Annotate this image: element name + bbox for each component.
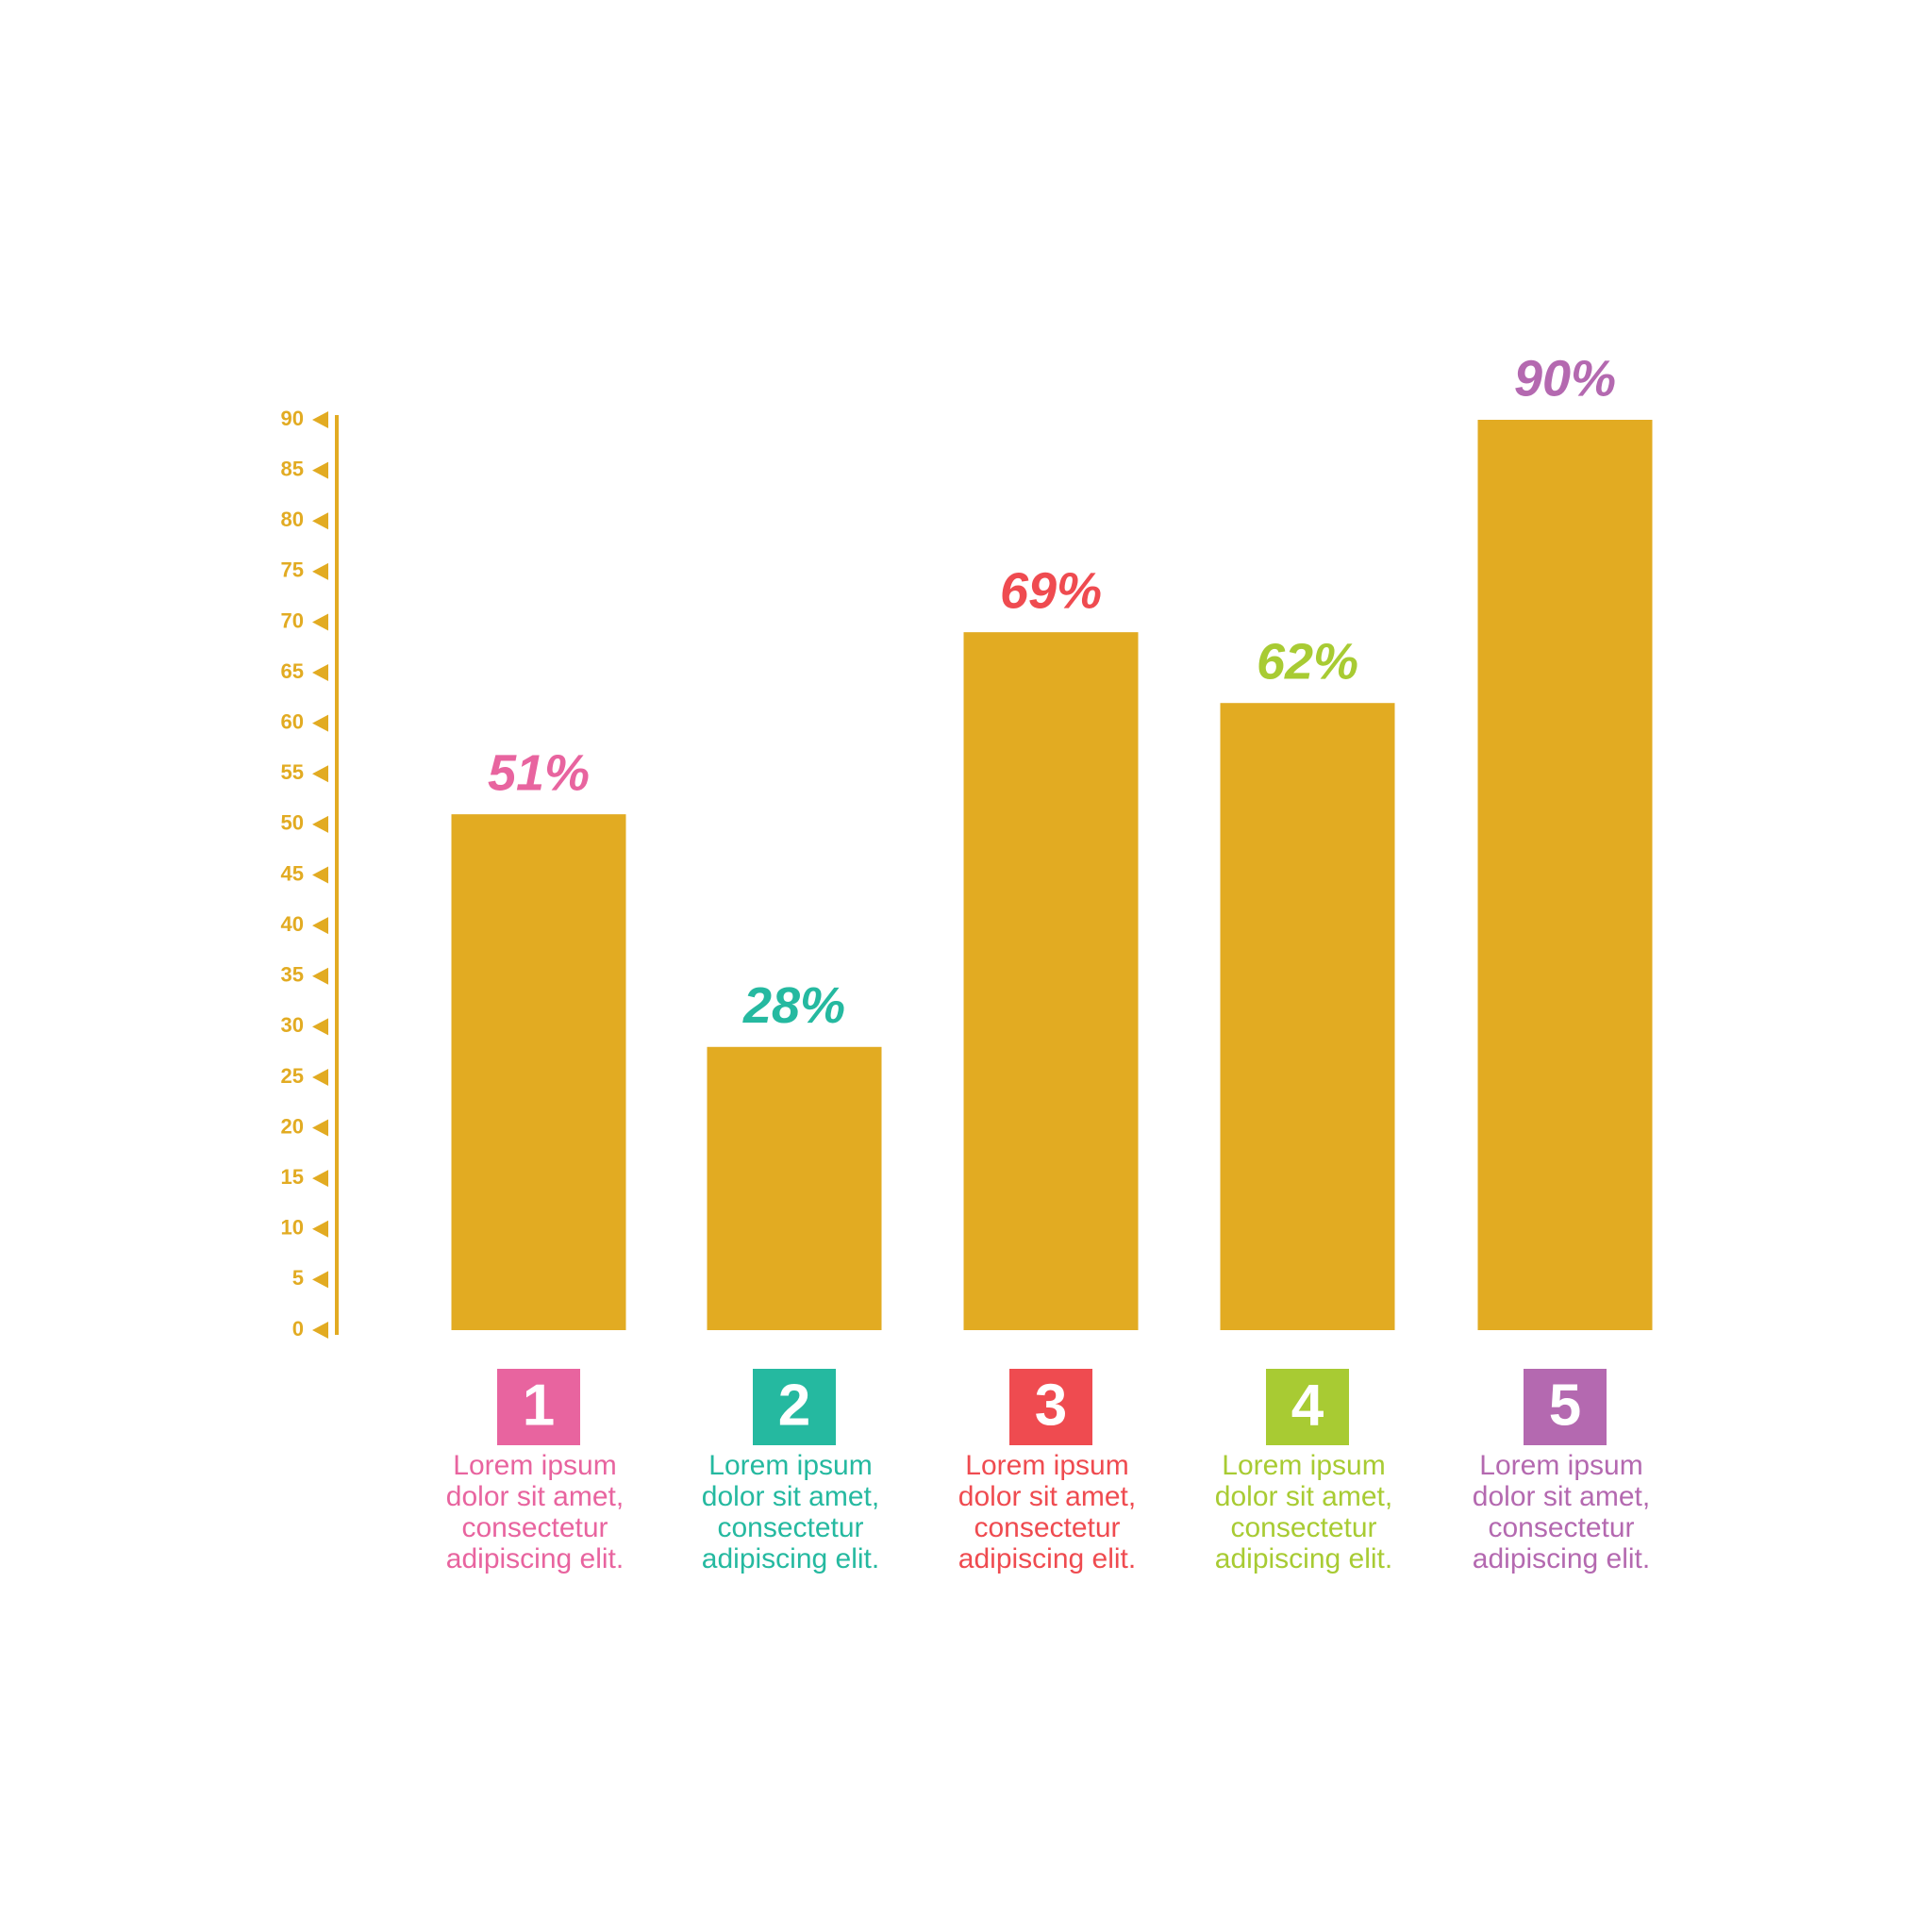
category-description: Lorem ipsum bbox=[708, 1450, 872, 1481]
value-label: 62% bbox=[1257, 633, 1358, 690]
category-description: consectetur bbox=[974, 1512, 1120, 1543]
value-label: 28% bbox=[742, 977, 845, 1034]
category-badge bbox=[1524, 1369, 1607, 1445]
y-tick-label: 25 bbox=[281, 1064, 304, 1088]
tick-mark bbox=[312, 1018, 328, 1036]
tick-mark bbox=[312, 1220, 328, 1238]
y-tick-label: 5 bbox=[292, 1266, 304, 1290]
category-description: consectetur bbox=[461, 1512, 608, 1543]
tick-mark bbox=[312, 461, 328, 479]
tick-mark bbox=[312, 917, 328, 935]
tick-mark bbox=[312, 562, 328, 580]
category-description: dolor sit amet, bbox=[702, 1481, 879, 1512]
bar bbox=[707, 1046, 882, 1330]
x-tick-label: 2 bbox=[778, 1373, 810, 1438]
tick-mark bbox=[312, 714, 328, 732]
tick-mark bbox=[312, 411, 328, 428]
bar bbox=[1477, 420, 1653, 1330]
category-description: adipiscing elit. bbox=[958, 1543, 1136, 1574]
tick-mark bbox=[312, 866, 328, 884]
value-label: 90% bbox=[1514, 350, 1616, 407]
y-tick-label: 75 bbox=[281, 558, 304, 582]
category-description: consectetur bbox=[1230, 1512, 1376, 1543]
y-tick-label: 15 bbox=[281, 1165, 304, 1189]
tick-mark bbox=[312, 664, 328, 682]
value-label: 51% bbox=[488, 744, 590, 801]
category-description: dolor sit amet, bbox=[446, 1481, 624, 1512]
category-description: consectetur bbox=[717, 1512, 863, 1543]
category-badge bbox=[497, 1369, 580, 1445]
category-badge bbox=[1266, 1369, 1349, 1445]
x-tick-label: 3 bbox=[1035, 1373, 1067, 1438]
category-description: adipiscing elit. bbox=[702, 1543, 879, 1574]
y-tick-label: 10 bbox=[281, 1216, 304, 1240]
bar bbox=[451, 814, 626, 1330]
y-tick-label: 0 bbox=[292, 1317, 304, 1341]
category-badge bbox=[753, 1369, 836, 1445]
y-tick-label: 20 bbox=[281, 1114, 304, 1138]
y-tick-label: 60 bbox=[281, 709, 304, 733]
category-description: adipiscing elit. bbox=[1473, 1543, 1650, 1574]
y-tick-label: 40 bbox=[281, 912, 304, 936]
y-tick-label: 30 bbox=[281, 1013, 304, 1037]
y-tick-label: 70 bbox=[281, 608, 304, 632]
category-description: consectetur bbox=[1488, 1512, 1634, 1543]
category-description: dolor sit amet, bbox=[1215, 1481, 1392, 1512]
category-badge bbox=[1009, 1369, 1092, 1445]
category-description: Lorem ipsum bbox=[453, 1450, 616, 1481]
x-tick-label: 1 bbox=[523, 1373, 555, 1438]
category-description: Lorem ipsum bbox=[1222, 1450, 1385, 1481]
y-tick-label: 35 bbox=[281, 963, 304, 987]
y-tick-label: 45 bbox=[281, 861, 304, 885]
tick-mark bbox=[312, 967, 328, 985]
y-tick-label: 65 bbox=[281, 659, 304, 683]
bar bbox=[963, 632, 1139, 1330]
x-tick-label: 4 bbox=[1291, 1373, 1324, 1438]
tick-mark bbox=[312, 1119, 328, 1137]
category-description: dolor sit amet, bbox=[958, 1481, 1136, 1512]
x-tick-label: 5 bbox=[1549, 1373, 1581, 1438]
tick-mark bbox=[312, 1068, 328, 1086]
bar bbox=[1220, 703, 1395, 1330]
tick-mark bbox=[312, 1170, 328, 1188]
category-description: adipiscing elit. bbox=[1215, 1543, 1392, 1574]
y-tick-label: 55 bbox=[281, 760, 304, 784]
y-tick-label: 80 bbox=[281, 508, 304, 531]
y-tick-label: 50 bbox=[281, 811, 304, 835]
tick-mark bbox=[312, 613, 328, 631]
y-tick-label: 85 bbox=[281, 457, 304, 480]
tick-mark bbox=[312, 1271, 328, 1289]
tick-mark bbox=[312, 1322, 328, 1339]
tick-mark bbox=[312, 815, 328, 833]
category-description: dolor sit amet, bbox=[1473, 1481, 1650, 1512]
category-description: adipiscing elit. bbox=[446, 1543, 624, 1574]
tick-mark bbox=[312, 512, 328, 530]
value-label: 69% bbox=[1000, 562, 1102, 619]
tick-mark bbox=[312, 765, 328, 783]
y-tick-label: 90 bbox=[281, 407, 304, 430]
category-description: Lorem ipsum bbox=[1479, 1450, 1642, 1481]
category-description: Lorem ipsum bbox=[965, 1450, 1128, 1481]
